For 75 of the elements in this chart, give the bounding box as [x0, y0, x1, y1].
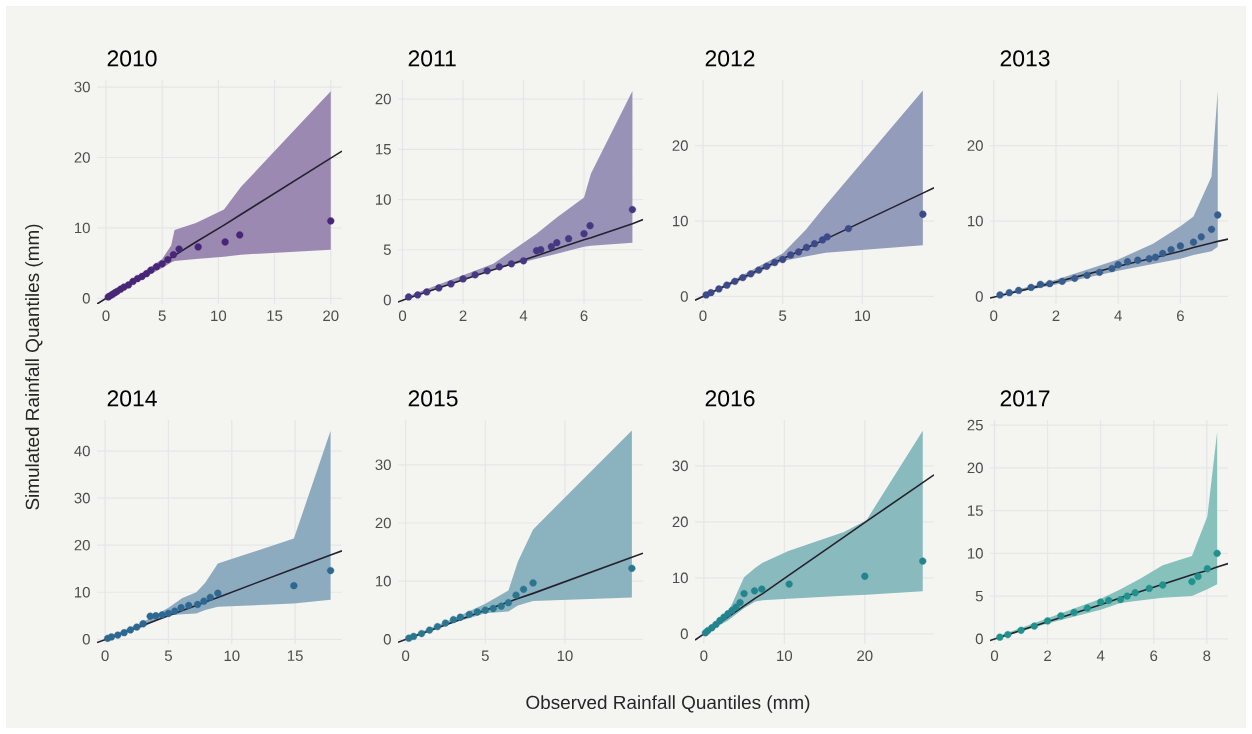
y-tick-label: 10 — [75, 222, 90, 234]
chart-title: 2011 — [408, 50, 456, 67]
x-tick-label: 10 — [855, 310, 871, 322]
x-tick-label: 2 — [1052, 310, 1060, 321]
chart-title: 2017 — [1000, 390, 1050, 407]
y-tick-label: 10 — [376, 194, 391, 205]
x-tick-label: 0 — [990, 310, 998, 322]
x-tick-label: 0 — [699, 310, 707, 322]
x-tick-label: 6 — [1177, 310, 1184, 322]
y-tick-label: 5 — [383, 244, 391, 255]
y-tick-label: 30 — [375, 459, 391, 471]
chart-title: 2010 — [107, 50, 157, 67]
y-tick-label: 0 — [975, 291, 983, 302]
chart-title: 2016 — [705, 390, 755, 407]
y-tick-label: 10 — [968, 215, 983, 227]
x-tick-label: 6 — [580, 310, 588, 322]
x-tick-label: 0 — [402, 650, 410, 662]
y-tick-label: 15 — [968, 505, 983, 516]
y-tick-label: 0 — [82, 634, 90, 645]
y-tick-label: 30 — [74, 492, 90, 504]
y-tick-label: 20 — [967, 140, 983, 151]
y-tick-label: 10 — [673, 215, 688, 227]
x-tick-label: 0 — [101, 650, 109, 662]
x-tick-label: 4 — [1114, 310, 1122, 321]
x-tick-label: 4 — [519, 310, 528, 321]
y-tick-label: 40 — [74, 445, 90, 457]
y-tick-label: 20 — [375, 517, 391, 529]
x-tick-label: 10 — [211, 310, 227, 322]
x-tick-label: 10 — [224, 650, 240, 662]
x-tick-label: 4 — [1096, 650, 1105, 661]
y-tick-label: 20 — [74, 539, 90, 551]
x-tick-label: 6 — [1150, 650, 1158, 662]
x-tick-label: 0 — [102, 310, 110, 322]
y-tick-label: 0 — [82, 293, 90, 304]
y-tick-label: 0 — [383, 634, 391, 645]
x-tick-label: 10 — [557, 650, 573, 662]
y-tick-label: 10 — [968, 548, 983, 559]
x-tick-label: 20 — [857, 650, 873, 662]
y-tick-label: 20 — [672, 140, 688, 151]
y-tick-label: 25 — [967, 419, 983, 431]
x-tick-label: 0 — [700, 650, 708, 662]
chart-title: 2013 — [1000, 50, 1050, 67]
y-tick-label: 0 — [680, 291, 688, 302]
y-tick-label: 0 — [975, 633, 983, 645]
y-axis-title: Simulated Rainfall Quantiles (mm) — [25, 224, 43, 510]
y-tick-label: 20 — [967, 462, 983, 474]
y-tick-label: 10 — [673, 572, 688, 584]
x-tick-label: 15 — [267, 310, 283, 321]
x-tick-label: 8 — [1203, 650, 1211, 662]
y-tick-label: 0 — [680, 628, 688, 640]
chart-title: 2012 — [705, 50, 755, 67]
x-tick-label: 0 — [990, 650, 999, 662]
x-tick-label: 5 — [779, 310, 787, 321]
chart-title: 2015 — [408, 390, 458, 407]
y-tick-label: 30 — [74, 81, 90, 93]
x-tick-label: 15 — [287, 650, 303, 661]
y-tick-label: 0 — [383, 294, 391, 306]
y-tick-label: 10 — [376, 575, 391, 587]
y-tick-label: 15 — [376, 144, 391, 155]
x-axis-title: Observed Rainfall Quantiles (mm) — [526, 695, 810, 713]
x-tick-label: 10 — [777, 650, 793, 662]
y-tick-label: 20 — [74, 152, 90, 163]
y-tick-label: 30 — [672, 460, 688, 472]
x-tick-label: 5 — [481, 650, 489, 661]
x-tick-label: 20 — [323, 310, 339, 322]
x-tick-label: 5 — [158, 310, 166, 321]
y-tick-label: 10 — [75, 586, 90, 598]
x-tick-label: 5 — [164, 650, 172, 661]
x-tick-label: 0 — [398, 310, 407, 322]
y-tick-label: 20 — [375, 93, 391, 105]
x-tick-label: 2 — [459, 310, 467, 321]
y-tick-label: 20 — [672, 516, 688, 528]
chart-title: 2014 — [107, 390, 157, 407]
x-tick-label: 2 — [1044, 650, 1051, 661]
y-tick-label: 5 — [975, 590, 983, 602]
